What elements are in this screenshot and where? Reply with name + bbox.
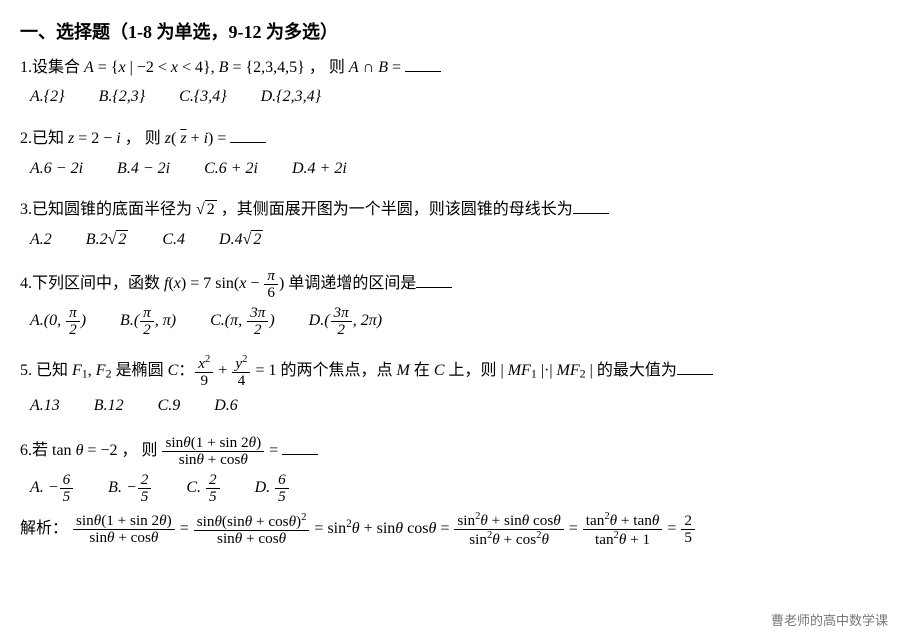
q3-opt-b: B.2√2 — [86, 227, 129, 253]
q4-opt-a: A.(0, π2) — [30, 305, 86, 338]
watermark: 曹老师的高中数学课 — [771, 611, 888, 632]
q2-opt-d: D.4 + 2i — [292, 156, 347, 182]
q6-solution: 解析： sinθ(1 + sin 2θ)sinθ + cosθ = sinθ(s… — [20, 511, 880, 548]
q4-opt-c: C.(π, 3π2) — [210, 305, 275, 338]
question-5: 5. 已知 F1, F2 是椭圆 C：x29 + y24 = 1 的两个焦点，点… — [20, 354, 880, 419]
q2-opt-a: A.6 − 2i — [30, 156, 83, 182]
q6-opt-c: C. 25 — [186, 472, 220, 505]
q6-opt-d: D. 65 — [255, 472, 290, 505]
q1-opt-c: C.{3,4} — [179, 84, 226, 110]
q6-stem: 6.若 tan θ = −2 ， 则 sinθ(1 + sin 2θ)sinθ … — [20, 435, 880, 468]
question-2: 2.已知 z = 2 − i ， 则 z( z + i) = A.6 − 2i … — [20, 126, 880, 181]
q3-opt-a: A.2 — [30, 227, 52, 253]
q4-opt-d: D.(3π2, 2π) — [309, 305, 382, 338]
q1-options: A.{2} B.{2,3} C.{3,4} D.{2,3,4} — [30, 84, 880, 110]
q5-options: A.13 B.12 C.9 D.6 — [30, 393, 880, 419]
q3-stem: 3.已知圆锥的底面半径为 √2 ，其侧面展开图为一个半圆，则该圆锥的母线长为 — [20, 197, 880, 223]
q5-opt-a: A.13 — [30, 393, 60, 419]
q4-opt-b: B.(π2, π) — [120, 305, 176, 338]
q6-opt-b: B. −25 — [108, 472, 152, 505]
q2-opt-b: B.4 − 2i — [117, 156, 170, 182]
q4-options: A.(0, π2) B.(π2, π) C.(π, 3π2) D.(3π2, 2… — [30, 305, 880, 338]
q1-opt-b: B.{2,3} — [99, 84, 146, 110]
q5-opt-c: C.9 — [158, 393, 181, 419]
q1-opt-a: A.{2} — [30, 84, 65, 110]
q2-options: A.6 − 2i B.4 − 2i C.6 + 2i D.4 + 2i — [30, 156, 880, 182]
question-3: 3.已知圆锥的底面半径为 √2 ，其侧面展开图为一个半圆，则该圆锥的母线长为 A… — [20, 197, 880, 252]
q5-opt-d: D.6 — [214, 393, 238, 419]
q1-opt-d: D.{2,3,4} — [261, 84, 321, 110]
q4-stem: 4.下列区间中，函数 f(x) = 7 sin(x − π6) 单调递增的区间是 — [20, 268, 880, 301]
section-title: 一、选择题（1-8 为单选，9-12 为多选） — [20, 18, 880, 47]
q6-opt-a: A. −65 — [30, 472, 74, 505]
q3-options: A.2 B.2√2 C.4 D.4√2 — [30, 227, 880, 253]
q6-solution-label: 解析： — [20, 520, 68, 537]
question-6: 6.若 tan θ = −2 ， 则 sinθ(1 + sin 2θ)sinθ … — [20, 435, 880, 548]
q3-opt-d: D.4√2 — [219, 227, 263, 253]
q3-opt-c: C.4 — [162, 227, 185, 253]
question-4: 4.下列区间中，函数 f(x) = 7 sin(x − π6) 单调递增的区间是… — [20, 268, 880, 338]
q2-opt-c: C.6 + 2i — [204, 156, 258, 182]
q1-stem: 1.设集合 A = {x | −2 < x < 4}, B = {2,3,4,5… — [20, 55, 880, 81]
q5-stem: 5. 已知 F1, F2 是椭圆 C：x29 + y24 = 1 的两个焦点，点… — [20, 354, 880, 389]
q2-stem: 2.已知 z = 2 − i ， 则 z( z + i) = — [20, 126, 880, 152]
q6-options: A. −65 B. −25 C. 25 D. 65 — [30, 472, 880, 505]
q5-opt-b: B.12 — [94, 393, 124, 419]
question-1: 1.设集合 A = {x | −2 < x < 4}, B = {2,3,4,5… — [20, 55, 880, 110]
